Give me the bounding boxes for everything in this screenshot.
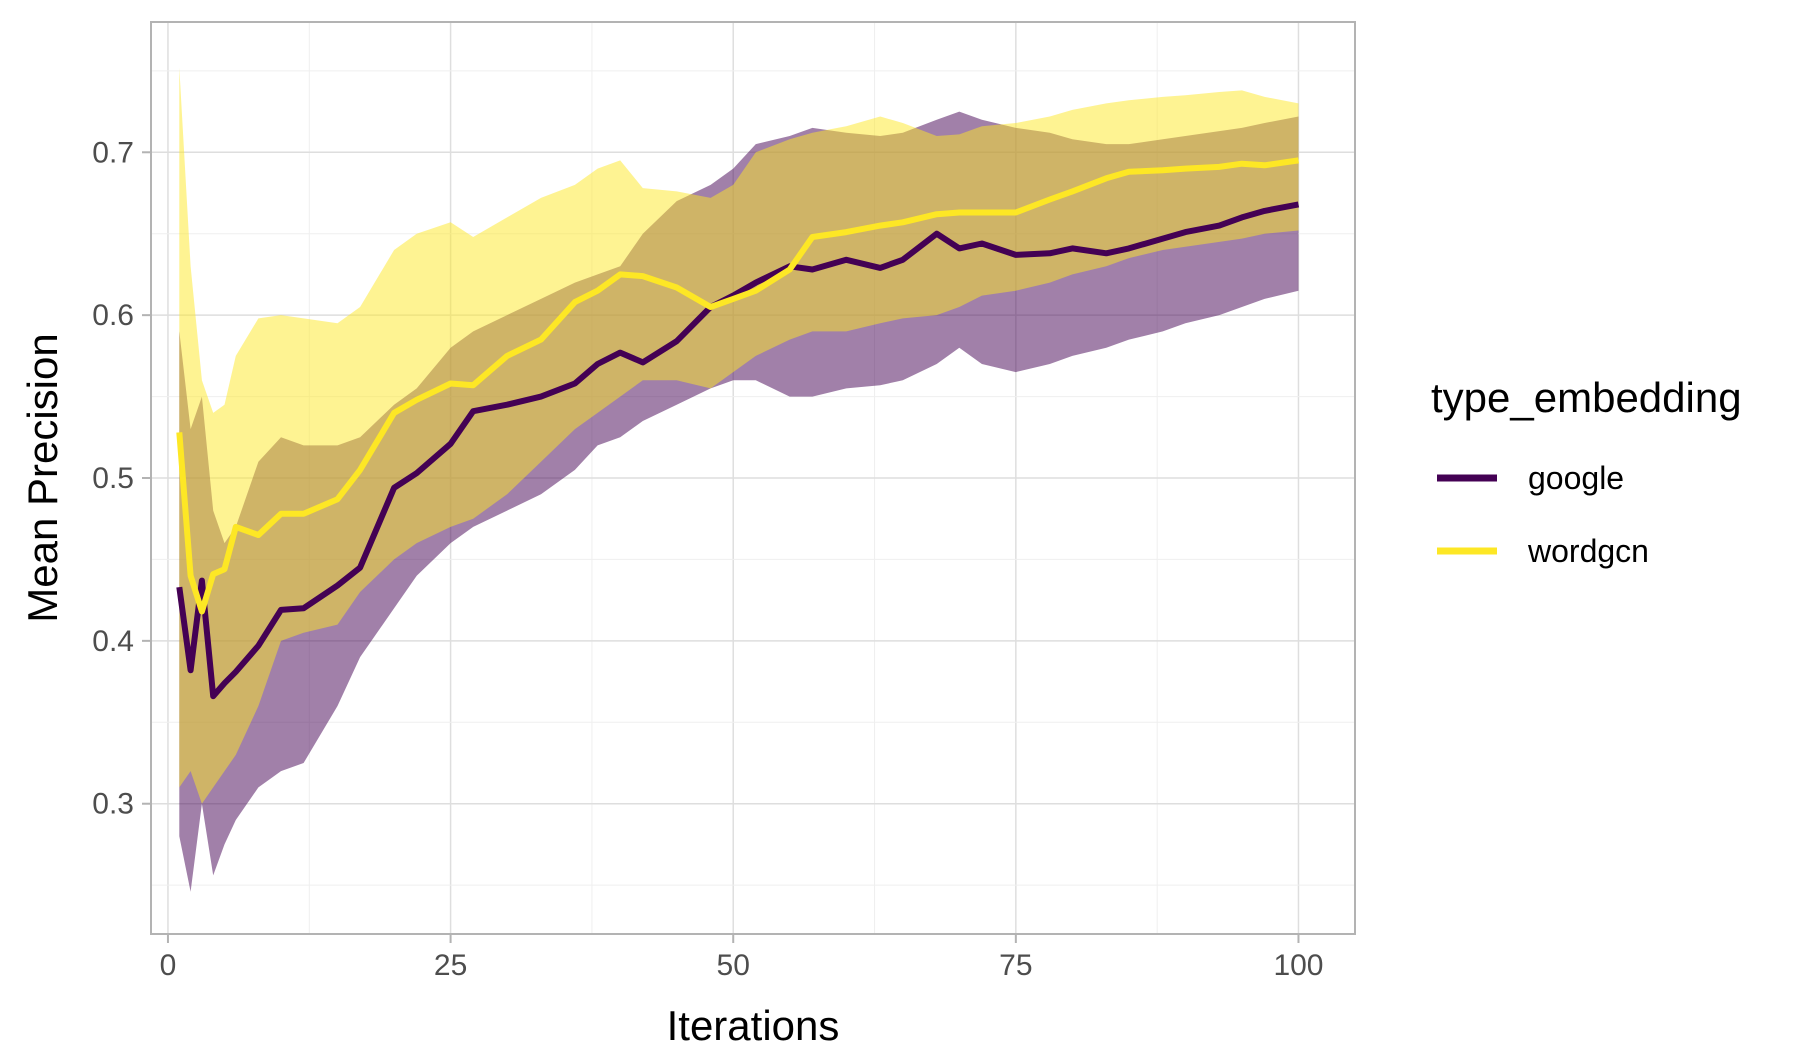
legend-label-google: google bbox=[1528, 460, 1624, 496]
x-tick-label: 75 bbox=[999, 949, 1032, 982]
legend: type_embedding google wordgcn bbox=[1431, 374, 1742, 569]
y-tick-label: 0.3 bbox=[92, 788, 134, 821]
x-tick-label: 50 bbox=[717, 949, 750, 982]
y-tick-label: 0.5 bbox=[92, 462, 134, 495]
series-line-google bbox=[176, 201, 1300, 700]
series-lines bbox=[176, 157, 1300, 700]
x-axis-title: Iterations bbox=[667, 1002, 840, 1049]
x-tick-label: 0 bbox=[160, 949, 177, 982]
x-tick-label: 100 bbox=[1273, 949, 1323, 982]
confidence-bands bbox=[179, 67, 1299, 892]
legend-label-wordgcn: wordgcn bbox=[1527, 533, 1649, 569]
y-tick-label: 0.6 bbox=[92, 299, 134, 332]
legend-title: type_embedding bbox=[1431, 374, 1742, 421]
y-axis-title: Mean Precision bbox=[19, 333, 66, 622]
series-line-wordgcn bbox=[176, 157, 1299, 615]
x-axis-ticks: 0 25 50 75 100 bbox=[160, 934, 1324, 982]
y-axis-ticks: 0.3 0.4 0.5 0.6 0.7 bbox=[92, 136, 151, 821]
x-tick-label: 25 bbox=[434, 949, 467, 982]
y-tick-label: 0.7 bbox=[92, 136, 134, 169]
band-google bbox=[179, 111, 1299, 892]
y-tick-label: 0.4 bbox=[92, 625, 134, 658]
band-wordgcn bbox=[179, 67, 1299, 804]
